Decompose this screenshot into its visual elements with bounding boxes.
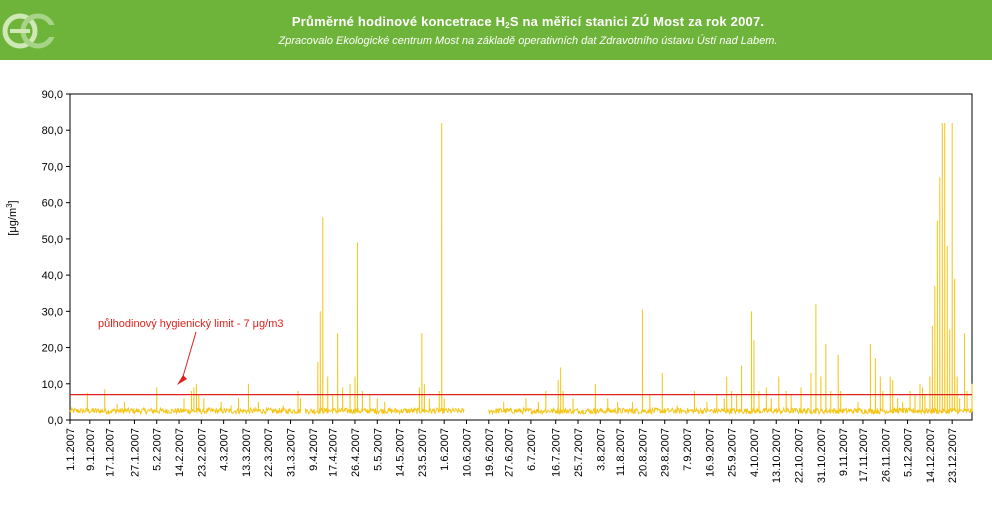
x-tick-label: 5.12.2007: [903, 428, 915, 477]
x-tick-label: 5.2.2007: [152, 428, 164, 471]
x-tick-label: 23.5.2007: [417, 428, 429, 477]
chart-subtitle: Zpracovalo Ekologické centrum Most na zá…: [278, 35, 778, 47]
x-tick-label: 7.9.2007: [682, 428, 694, 471]
x-tick-label: 5.5.2007: [372, 428, 384, 471]
y-tick-label: 30,0: [42, 306, 63, 318]
x-tick-label: 16.7.2007: [551, 428, 563, 477]
x-tick-label: 29.8.2007: [660, 428, 672, 477]
chart-title: Průměrné hodinové koncetrace H2S na měři…: [291, 14, 765, 30]
x-tick-label: 27.1.2007: [129, 428, 141, 477]
x-tick-label: 9.1.2007: [85, 428, 97, 471]
x-tick-label: 26.11.2007: [880, 428, 892, 482]
x-tick-label: 23.2.2007: [196, 428, 208, 477]
ec-logo-icon: [2, 13, 58, 49]
y-axis-label: [μg/m3]: [5, 200, 19, 235]
x-tick-label: 3.8.2007: [595, 428, 607, 471]
x-tick-label: 25.7.2007: [573, 428, 585, 477]
y-tick-label: 50,0: [42, 234, 63, 246]
x-tick-label: 27.6.2007: [504, 428, 516, 477]
plot-area: [69, 93, 973, 421]
y-tick-label: 40,0: [42, 270, 63, 282]
y-tick-label: 60,0: [42, 198, 63, 210]
x-tick-label: 31.3.2007: [286, 428, 298, 477]
x-tick-label: 14.5.2007: [395, 428, 407, 477]
y-tick-label: 0,0: [48, 415, 63, 427]
line-chart: 0,0 10,0 20,0 30,0 40,0 50,0 60,0 70,0 80,0 90,0 1…: [5, 89, 973, 483]
x-tick-label: 31.10.2007: [816, 428, 828, 483]
x-tick-label: 23.12.2007: [947, 428, 959, 483]
limit-arrow-head: [177, 375, 187, 385]
x-tick-label: 14.12.2007: [925, 428, 937, 483]
x-tick-label: 25.9.2007: [727, 428, 739, 477]
x-tick-label: 9.11.2007: [838, 428, 850, 476]
x-tick-label: 22.3.2007: [263, 428, 275, 477]
y-tick-label: 80,0: [42, 125, 63, 137]
y-tick-label: 10,0: [42, 379, 63, 391]
limit-arrow: [181, 331, 197, 381]
x-tick-label: 9.4.2007: [308, 428, 320, 471]
x-tick-label: 19.6.2007: [484, 428, 496, 477]
x-tick-label: 1.6.2007: [439, 428, 451, 471]
header-banner: Průměrné hodinové koncetrace H2S na měři…: [0, 0, 992, 60]
x-tick-label: 20.8.2007: [637, 428, 649, 477]
x-tick-label: 17.1.2007: [105, 428, 117, 477]
x-tick-label: 17.4.2007: [328, 428, 340, 477]
x-tick-label: 13.10.2007: [771, 428, 783, 483]
y-tick-label: 20,0: [42, 343, 63, 355]
series-line: [69, 383, 302, 416]
x-tick-label: 10.6.2007: [461, 428, 473, 477]
x-tick-label: 11.8.2007: [615, 428, 627, 476]
x-tick-label: 1.1.2007: [65, 428, 77, 471]
x-tick-label: 22.10.2007: [794, 428, 806, 483]
x-tick-label: 26.4.2007: [350, 428, 362, 477]
series-line: [488, 122, 973, 416]
x-tick-label: 13.3.2007: [241, 428, 253, 477]
y-tick-label: 90,0: [42, 89, 63, 101]
x-tick-label: 6.7.2007: [526, 428, 538, 471]
x-tick-label: 4.10.2007: [749, 428, 761, 477]
x-tick-label: 17.11.2007: [858, 428, 870, 482]
x-tick-label: 14.2.2007: [174, 428, 186, 477]
x-tick-label: 16.9.2007: [704, 428, 716, 477]
series-line: [304, 122, 465, 416]
y-tick-label: 70,0: [42, 161, 63, 173]
limit-annotation: půlhodinový hygienický limit - 7 μg/m3: [98, 318, 283, 330]
x-tick-label: 4.3.2007: [219, 428, 231, 471]
